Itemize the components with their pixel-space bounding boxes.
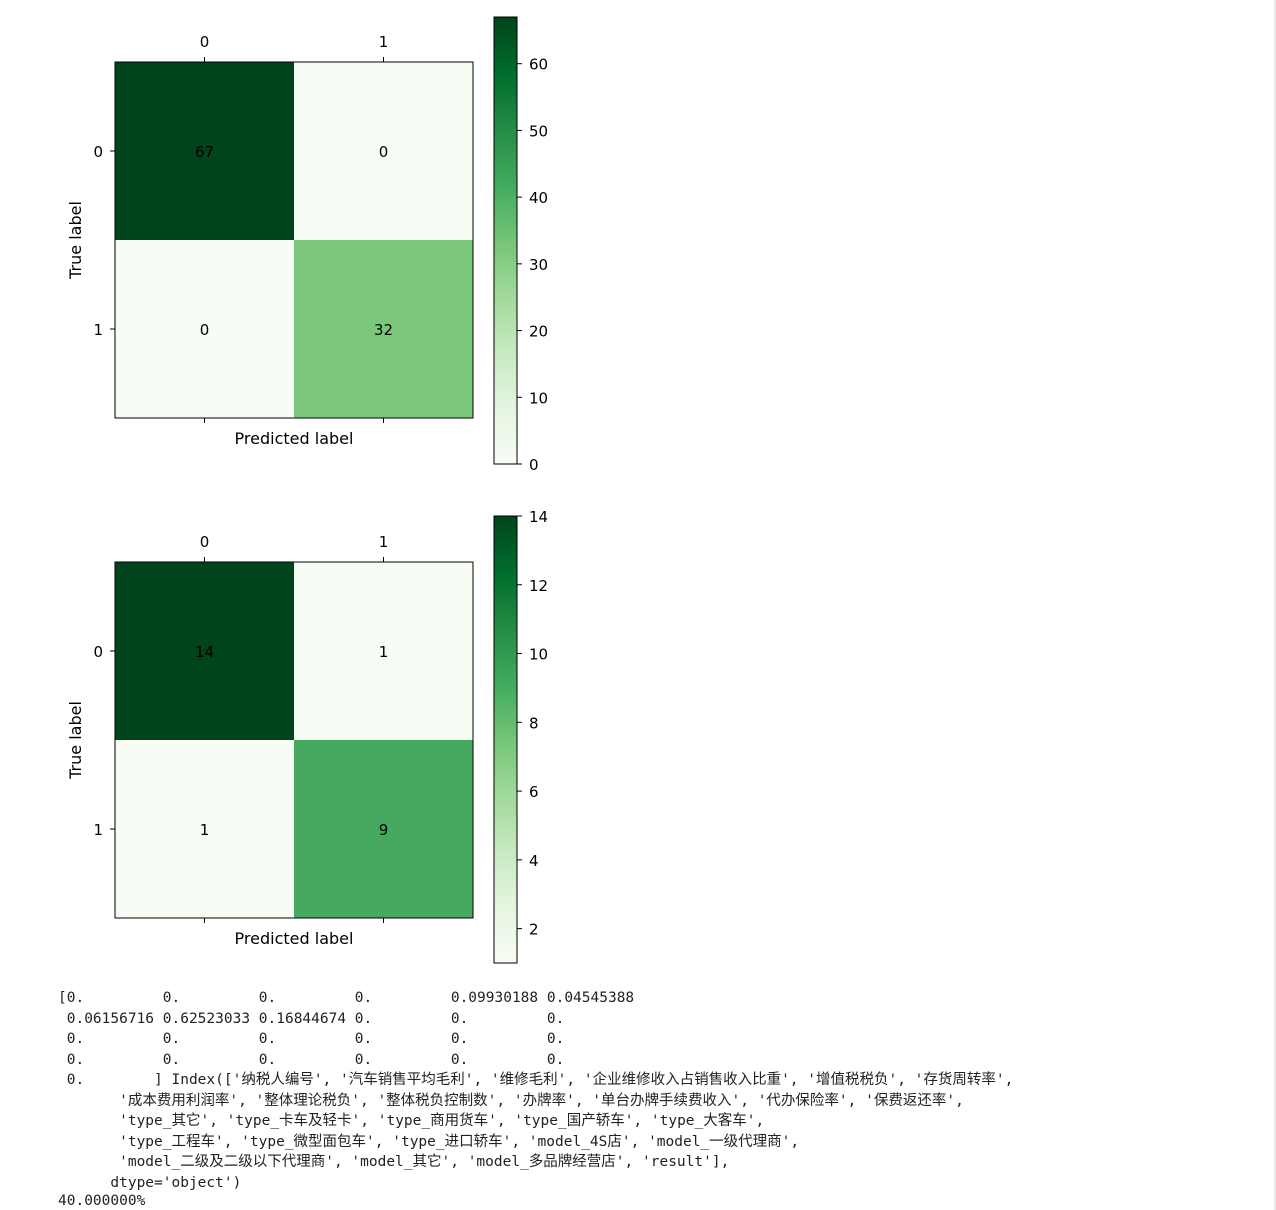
plot-frame: [114, 61, 474, 419]
plot-frame: [114, 561, 474, 919]
colorbar-tick-label: 40: [529, 189, 548, 207]
y-tick-label: 1: [93, 321, 103, 339]
x-tick-label: 0: [200, 533, 210, 551]
heatmap-cell: [294, 562, 473, 740]
accuracy-output: 40.000000%: [58, 1193, 146, 1209]
colorbar-tick-label: 50: [529, 122, 548, 140]
console-line: 0. ] Index(['纳税人编号', '汽车销售平均毛利', '维修毛利',…: [58, 1072, 1014, 1088]
x-axis-label: Predicted label: [235, 929, 354, 948]
colorbar-tick-label: 10: [529, 389, 548, 407]
colorbar-tick-label: 6: [529, 783, 539, 801]
colorbar: [493, 16, 518, 465]
cell-value-label: 0: [200, 321, 210, 339]
console-line: 'type_工程车', 'type_微型面包车', 'type_进口轿车', '…: [58, 1133, 800, 1150]
console-output: [0. 0. 0. 0. 0.09930188 0.04545388 0.061…: [58, 988, 1013, 1193]
colorbar: [493, 515, 518, 964]
y-tick-label: 1: [93, 821, 103, 839]
x-axis-label: Predicted label: [235, 429, 354, 448]
cell-value-label: 67: [195, 143, 214, 161]
cell-value-label: 32: [374, 321, 393, 339]
console-line: 0. 0. 0. 0. 0. 0.: [58, 1031, 565, 1047]
heatmap-cell: [115, 62, 294, 240]
cell-value-label: 1: [379, 643, 389, 661]
x-tick-label: 1: [379, 533, 389, 551]
heatmap-cell: [115, 562, 294, 740]
y-tick-label: 0: [93, 143, 103, 161]
colorbar-tick-label: 30: [529, 256, 548, 274]
colorbar-tick-label: 14: [529, 508, 548, 526]
colorbar-tick-label: 2: [529, 921, 539, 939]
colorbar-tick-label: 20: [529, 323, 548, 341]
colorbar-tick-label: 12: [529, 577, 548, 595]
colorbar-tick-label: 0: [529, 456, 539, 474]
x-tick-label: 0: [200, 33, 210, 51]
colorbar-tick-label: 4: [529, 852, 539, 870]
console-line: 0. 0. 0. 0. 0. 0.: [58, 1051, 565, 1068]
cell-value-label: 0: [379, 143, 389, 161]
colorbar-tick-label: 8: [529, 714, 539, 732]
console-line: dtype='object'): [58, 1174, 242, 1191]
console-line: 0.06156716 0.62523033 0.16844674 0. 0. 0…: [58, 1010, 565, 1027]
console-line: '成本费用利润率', '整体理论税负', '整体税负控制数', '办牌率', '…: [58, 1092, 964, 1109]
heatmap-cell: [294, 240, 473, 418]
heatmap-cell: [294, 740, 473, 918]
heatmap-cell: [115, 240, 294, 418]
y-tick-label: 0: [93, 643, 103, 661]
console-line: [0. 0. 0. 0. 0.09930188 0.04545388: [58, 990, 635, 1006]
y-axis-label: True label: [66, 201, 85, 280]
cell-value-label: 9: [379, 821, 389, 839]
cell-value-label: 14: [195, 643, 214, 661]
scrollbar-track[interactable]: [1274, 0, 1276, 1210]
colorbar-tick-label: 10: [529, 646, 548, 664]
y-axis-label: True label: [66, 701, 85, 780]
x-tick-label: 1: [379, 33, 389, 51]
heatmap-cell: [115, 740, 294, 918]
colorbar-tick-label: 60: [529, 56, 548, 74]
heatmap-cell: [294, 62, 473, 240]
console-line: 'type_其它', 'type_卡车及轻卡', 'type_商用货车', 't…: [58, 1113, 765, 1129]
cell-value-label: 1: [200, 821, 210, 839]
console-line: 'model_二级及二级以下代理商', 'model_其它', 'model_多…: [58, 1154, 730, 1170]
